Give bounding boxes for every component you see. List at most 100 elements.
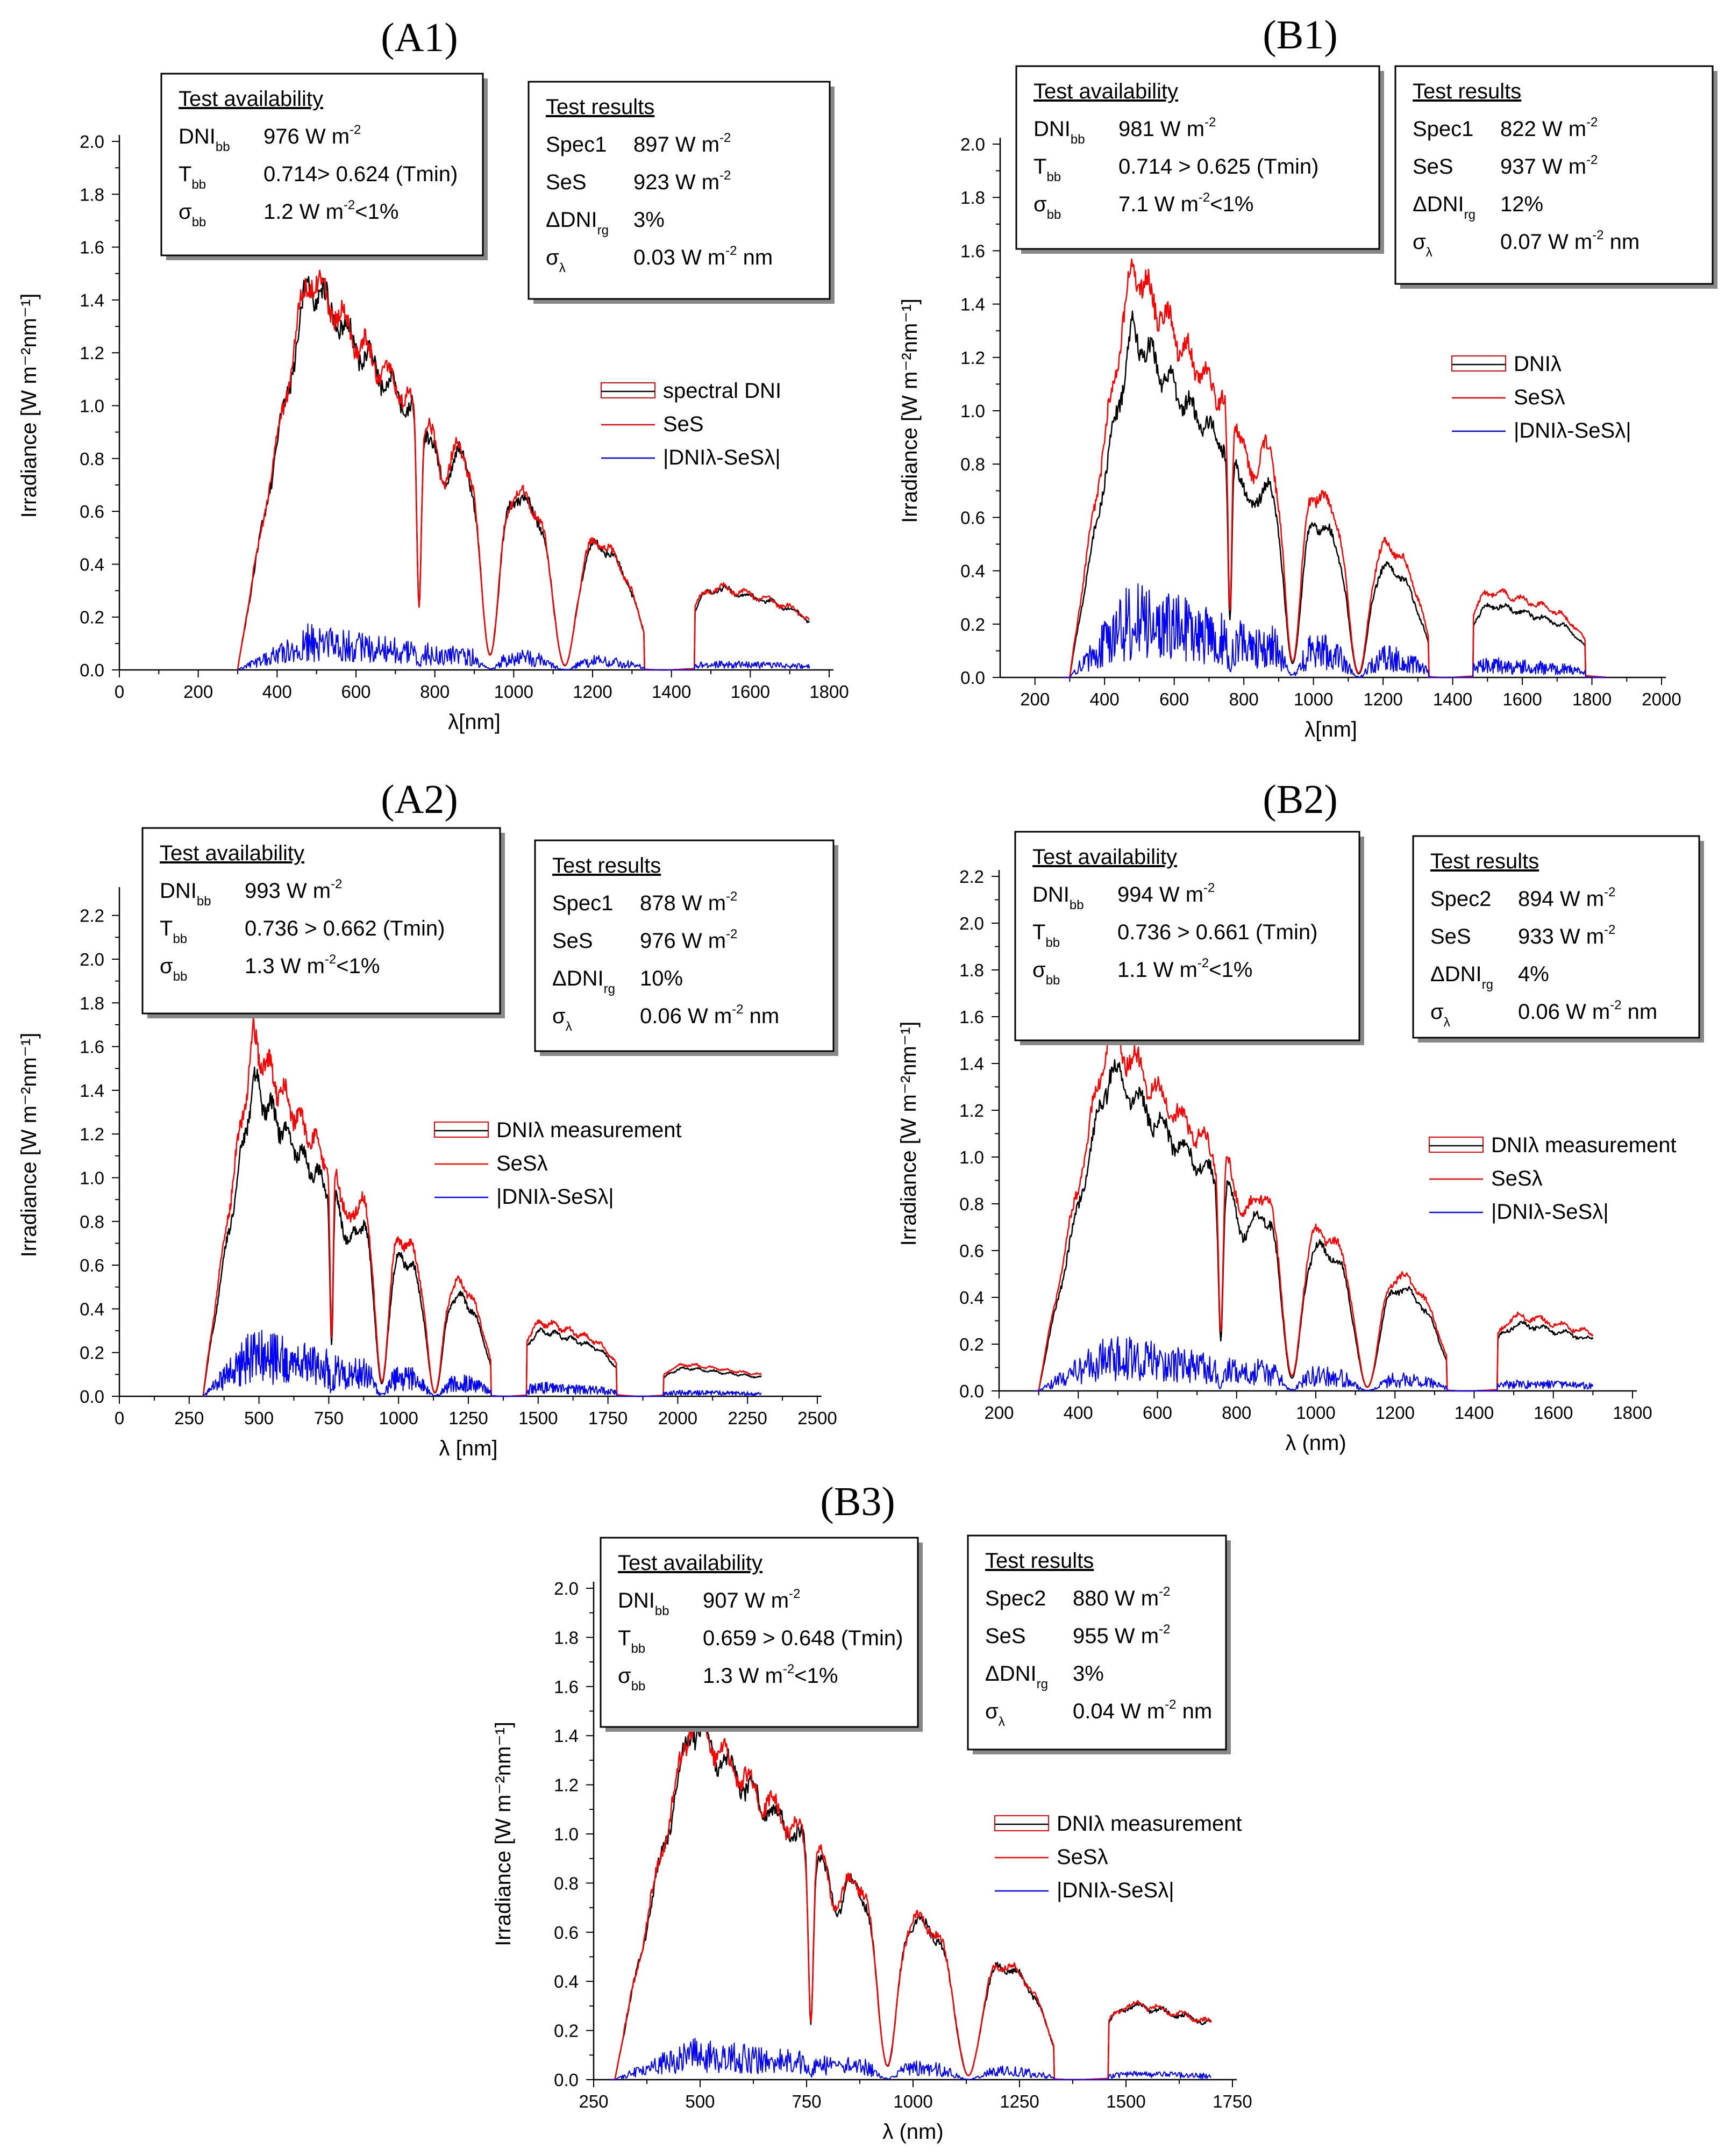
box-row-label: Spec1 [1413, 117, 1473, 141]
box-row-label: Spec1 [546, 133, 607, 156]
y-tick-label: 1.0 [80, 1168, 104, 1188]
y-tick-label: 0.4 [80, 1299, 104, 1319]
legend-label: SeSλ [496, 1152, 548, 1175]
x-tick-label: 1400 [1455, 1403, 1494, 1423]
box-heading: Test results [1430, 849, 1539, 873]
box-heading: Test results [546, 95, 654, 119]
box-row-value: 1.1 W m-2<1% [1117, 956, 1252, 982]
y-tick-label: 1.4 [959, 1054, 984, 1074]
x-tick-label: 1400 [1433, 689, 1472, 709]
y-tick-label: 1.2 [959, 1101, 984, 1120]
y-tick-label: 0.8 [960, 454, 985, 474]
legend-label: |DNIλ-SeSλ| [663, 446, 781, 469]
x-tick-label: 1000 [379, 1408, 418, 1428]
x-tick-label: 250 [174, 1408, 204, 1428]
y-tick-label: 1.8 [554, 1627, 579, 1647]
x-tick-label: 1800 [809, 682, 849, 702]
y-tick-label: 2.0 [959, 913, 984, 933]
y-tick-label: 1.6 [80, 1037, 104, 1057]
box-heading: Test availability [618, 1551, 762, 1575]
box-row-value: 933 W m-2 [1518, 923, 1615, 948]
x-axis-label: λ (nm) [882, 2120, 943, 2144]
panel-title: (A1) [381, 15, 458, 60]
box-row-value: 12% [1500, 192, 1543, 216]
y-tick-label: 1.0 [959, 1147, 984, 1167]
box-row-label: Spec1 [552, 891, 613, 915]
box-heading: Test results [985, 1549, 1094, 1573]
box-row-value: 955 W m-2 [1073, 1622, 1170, 1648]
x-tick-label: 1750 [1213, 2091, 1252, 2111]
series-line-2 [1035, 1015, 1594, 1392]
y-tick-label: 2.2 [959, 867, 984, 887]
legend-label: DNIλ measurement [496, 1118, 682, 1142]
x-tick-label: 800 [420, 682, 450, 702]
x-tick-label: 1000 [1294, 689, 1333, 709]
y-tick-label: 0.0 [80, 1387, 104, 1407]
x-axis-label: λ[nm] [1305, 718, 1357, 741]
box-row-value: 897 W m-2 [633, 131, 731, 156]
y-tick-label: 2.0 [554, 1579, 579, 1598]
y-tick-label: 0.2 [80, 608, 104, 627]
panel-b3: (B3) 250 500 750 1000 1250 1500 1750 0.0 0.2 0.4 0.… [491, 1479, 1252, 2144]
x-tick-label: 600 [1143, 1403, 1172, 1423]
box-frame [528, 81, 831, 300]
legend-label: SeSλ [1491, 1167, 1543, 1190]
legend-label: spectral DNI [663, 379, 781, 403]
x-tick-label: 1750 [588, 1408, 628, 1428]
box-heading: Test availability [160, 841, 304, 865]
series-line-2 [610, 1705, 1212, 2081]
y-tick-label: 0.6 [959, 1241, 984, 1261]
y-tick-label: 0.0 [554, 2070, 579, 2090]
y-tick-label: 0.6 [80, 502, 104, 522]
y-tick-label: 1.4 [80, 290, 104, 310]
box-row-value: 981 W m-2 [1118, 115, 1216, 141]
box-row-value: 976 W m-2 [640, 927, 737, 953]
series-line-1 [237, 276, 810, 671]
series-line-3 [1035, 1336, 1594, 1391]
y-tick-label: 2.2 [80, 906, 104, 926]
x-tick-label: 600 [1159, 689, 1189, 709]
y-axis-label: Irradiance [W m⁻²nm⁻¹] [491, 1722, 515, 1946]
box-row-value: 907 W m-2 [703, 1587, 800, 1612]
y-tick-label: 1.6 [960, 241, 985, 261]
box-row-value: 0.736 > 0.661 (Tmin) [1117, 920, 1317, 944]
y-tick-label: 1.6 [554, 1677, 579, 1697]
legend-label: DNIλ [1514, 352, 1562, 376]
y-tick-label: 1.2 [80, 1124, 104, 1144]
box-row-label: SeS [546, 170, 587, 194]
x-tick-label: 600 [341, 682, 370, 702]
y-tick-label: 0.8 [80, 449, 104, 469]
box-row-value: 1.3 W m-2<1% [245, 952, 380, 978]
box-row-value: 10% [640, 967, 683, 990]
legend-label: DNIλ measurement [1057, 1812, 1242, 1836]
x-axis-label: λ[nm] [448, 710, 501, 734]
x-tick-label: 250 [579, 2091, 608, 2111]
x-tick-label: 1200 [1363, 689, 1402, 709]
series-line-1 [1063, 310, 1606, 679]
x-tick-label: 1800 [1613, 1403, 1652, 1423]
box-row-value: 0.736 > 0.662 (Tmin) [245, 917, 445, 940]
box-row-value: 822 W m-2 [1500, 115, 1598, 141]
x-tick-label: 1600 [731, 682, 770, 702]
legend-label: |DNIλ-SeSλ| [496, 1185, 614, 1209]
y-tick-label: 1.8 [960, 188, 985, 208]
box-frame [534, 839, 835, 1052]
box-row-label: σbb [160, 954, 187, 984]
x-tick-label: 0 [115, 682, 124, 702]
legend-label: SeSλ [1057, 1845, 1108, 1869]
y-tick-label: 0.4 [960, 561, 985, 581]
y-tick-label: 0.2 [960, 615, 985, 634]
y-tick-label: 0.0 [959, 1381, 984, 1401]
box-row-label: Spec2 [985, 1587, 1046, 1610]
box-row-value: 4% [1518, 962, 1549, 986]
series-line-3 [237, 623, 810, 670]
box-row-value: 880 W m-2 [1073, 1584, 1170, 1610]
legend-label: SeSλ [1514, 385, 1565, 409]
box-frame [1394, 65, 1714, 285]
y-tick-label: 1.8 [80, 993, 104, 1013]
x-tick-label: 1000 [1296, 1403, 1335, 1423]
y-tick-label: 2.0 [80, 132, 104, 152]
